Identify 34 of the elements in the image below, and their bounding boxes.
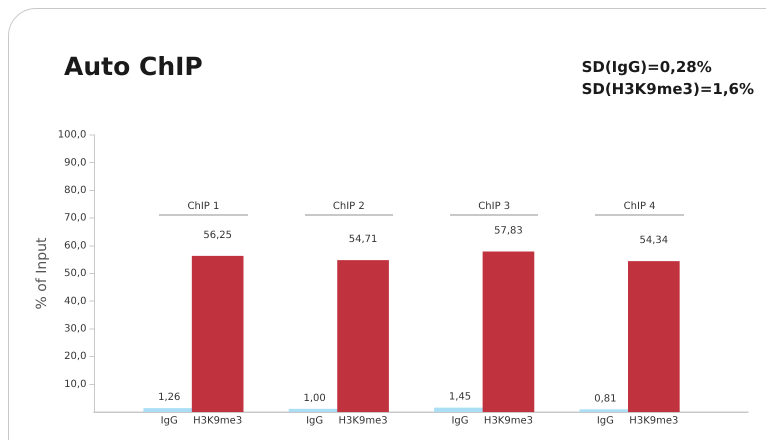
- data-label: 1,45: [448, 392, 472, 403]
- x-tick-label: IgG: [451, 416, 469, 427]
- y-tick-label: 60,0: [64, 240, 86, 252]
- data-label: 54,34: [640, 235, 668, 246]
- data-label: 1,00: [303, 392, 326, 404]
- x-tick-label: IgG: [306, 416, 324, 427]
- y-tick-label: 20,0: [64, 351, 86, 362]
- y-tick-label: 90,0: [64, 157, 86, 168]
- x-tick-label: IgG: [596, 416, 614, 427]
- data-label: 56,25: [203, 230, 232, 241]
- annotation: ChIP 2: [332, 201, 365, 212]
- data-label: 54,71: [348, 234, 378, 246]
- y-tick-label: 100,0: [58, 130, 86, 141]
- x-tick-label: H3K9me3: [629, 416, 678, 427]
- y-tick-label: 50,0: [64, 268, 86, 280]
- data-label: 1,26: [158, 392, 180, 404]
- annotation: ChIP 3: [478, 201, 510, 212]
- y-tick-label: 70,0: [64, 212, 86, 224]
- annotation: ChIP 1: [188, 201, 220, 212]
- text: SD(H3K9me3)=1,6%: [582, 80, 754, 98]
- chart-title: Auto ChIP: [64, 52, 203, 81]
- y-tick-label: 80,0: [64, 184, 86, 196]
- x-tick-label: H3K9me3: [338, 416, 388, 427]
- y-tick-label: 40,0: [64, 296, 86, 307]
- x-tick-label: H3K9me3: [193, 416, 242, 427]
- y-tick-label: 30,0: [64, 323, 86, 334]
- data-label: 57,83: [494, 225, 523, 236]
- x-tick-label: H3K9me3: [484, 416, 533, 427]
- annotation: ChIP 4: [624, 201, 656, 212]
- data-label: 0,81: [594, 393, 617, 404]
- text: SD(IgG)=0,28%: [582, 58, 712, 76]
- y-axis-title: % of Input: [34, 237, 50, 310]
- y-tick-label: 10,0: [64, 378, 86, 390]
- x-tick-label: IgG: [160, 416, 178, 427]
